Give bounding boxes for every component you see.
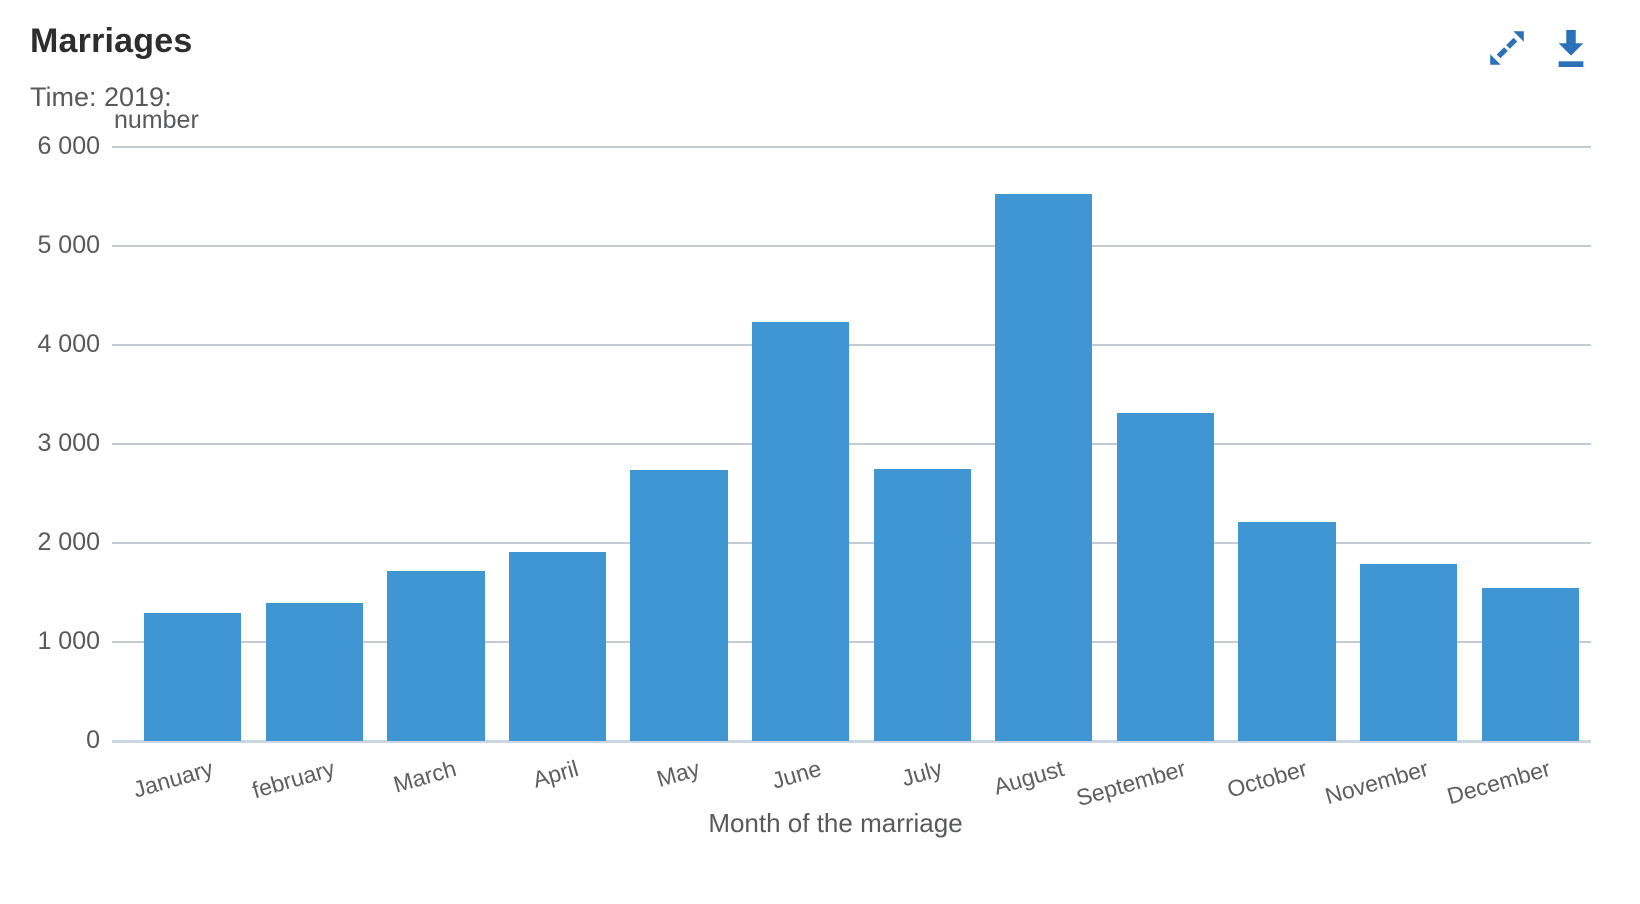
bar-june[interactable]	[752, 322, 850, 741]
bar-january[interactable]	[144, 613, 242, 741]
bar-slot	[983, 147, 1105, 741]
bar-slot	[1105, 147, 1227, 741]
y-tick-0: 0	[86, 726, 100, 754]
bar-slot	[1348, 147, 1470, 741]
gridline	[112, 343, 1591, 346]
bar-slot	[861, 147, 983, 741]
y-tick-1000: 1 000	[37, 627, 100, 655]
x-label-july: July	[898, 755, 946, 792]
expand-button[interactable]	[1486, 27, 1528, 69]
y-axis-labels: 6 000 5 000 4 000 3 000 2 000 1 000 0	[0, 0, 100, 904]
expand-icon	[1490, 31, 1524, 65]
x-label-march: March	[390, 755, 460, 798]
bar-may[interactable]	[630, 469, 728, 741]
bar-august[interactable]	[995, 193, 1093, 741]
x-label-may: May	[653, 755, 703, 792]
bar-series	[132, 147, 1591, 741]
gridline	[112, 541, 1591, 544]
x-label-february: february	[249, 755, 338, 804]
bar-march[interactable]	[387, 570, 485, 741]
bar-slot	[1226, 147, 1348, 741]
x-axis-line	[112, 740, 1591, 743]
gridline	[112, 641, 1591, 643]
chart-title: Marriages	[30, 22, 193, 60]
bar-slot	[132, 147, 254, 741]
bar-slot	[497, 147, 619, 741]
y-tick-3000: 3 000	[37, 429, 100, 457]
plot-area	[112, 146, 1591, 743]
bar-april[interactable]	[508, 551, 607, 741]
x-axis-title: Month of the marriage	[708, 808, 963, 838]
bar-november[interactable]	[1359, 563, 1458, 741]
bar-slot	[618, 147, 740, 741]
bar-february[interactable]	[265, 603, 363, 741]
bar-slot	[740, 147, 862, 741]
x-label-april: April	[529, 755, 581, 793]
gridline	[112, 244, 1591, 247]
gridline	[112, 146, 1591, 148]
y-tick-5000: 5 000	[37, 231, 100, 259]
bar-slot	[1469, 147, 1591, 741]
bar-july[interactable]	[873, 468, 971, 741]
bar-slot	[375, 147, 497, 741]
x-label-october: October	[1224, 755, 1311, 803]
x-label-august: August	[991, 755, 1068, 800]
download-button[interactable]	[1552, 26, 1590, 70]
y-tick-6000: 6 000	[37, 132, 100, 160]
chart-subtitle: Time: 2019:	[30, 82, 172, 112]
gridline	[112, 443, 1591, 445]
x-label-june: June	[768, 755, 824, 794]
x-label-january: January	[130, 755, 216, 803]
download-icon	[1558, 29, 1584, 67]
y-tick-2000: 2 000	[37, 528, 100, 556]
bar-december[interactable]	[1481, 587, 1579, 741]
chart-toolbar	[1486, 26, 1590, 70]
bar-september[interactable]	[1116, 413, 1215, 741]
y-axis-unit-label: number	[114, 106, 199, 134]
y-tick-4000: 4 000	[37, 330, 100, 358]
bar-october[interactable]	[1238, 522, 1336, 741]
bar-slot	[254, 147, 376, 741]
